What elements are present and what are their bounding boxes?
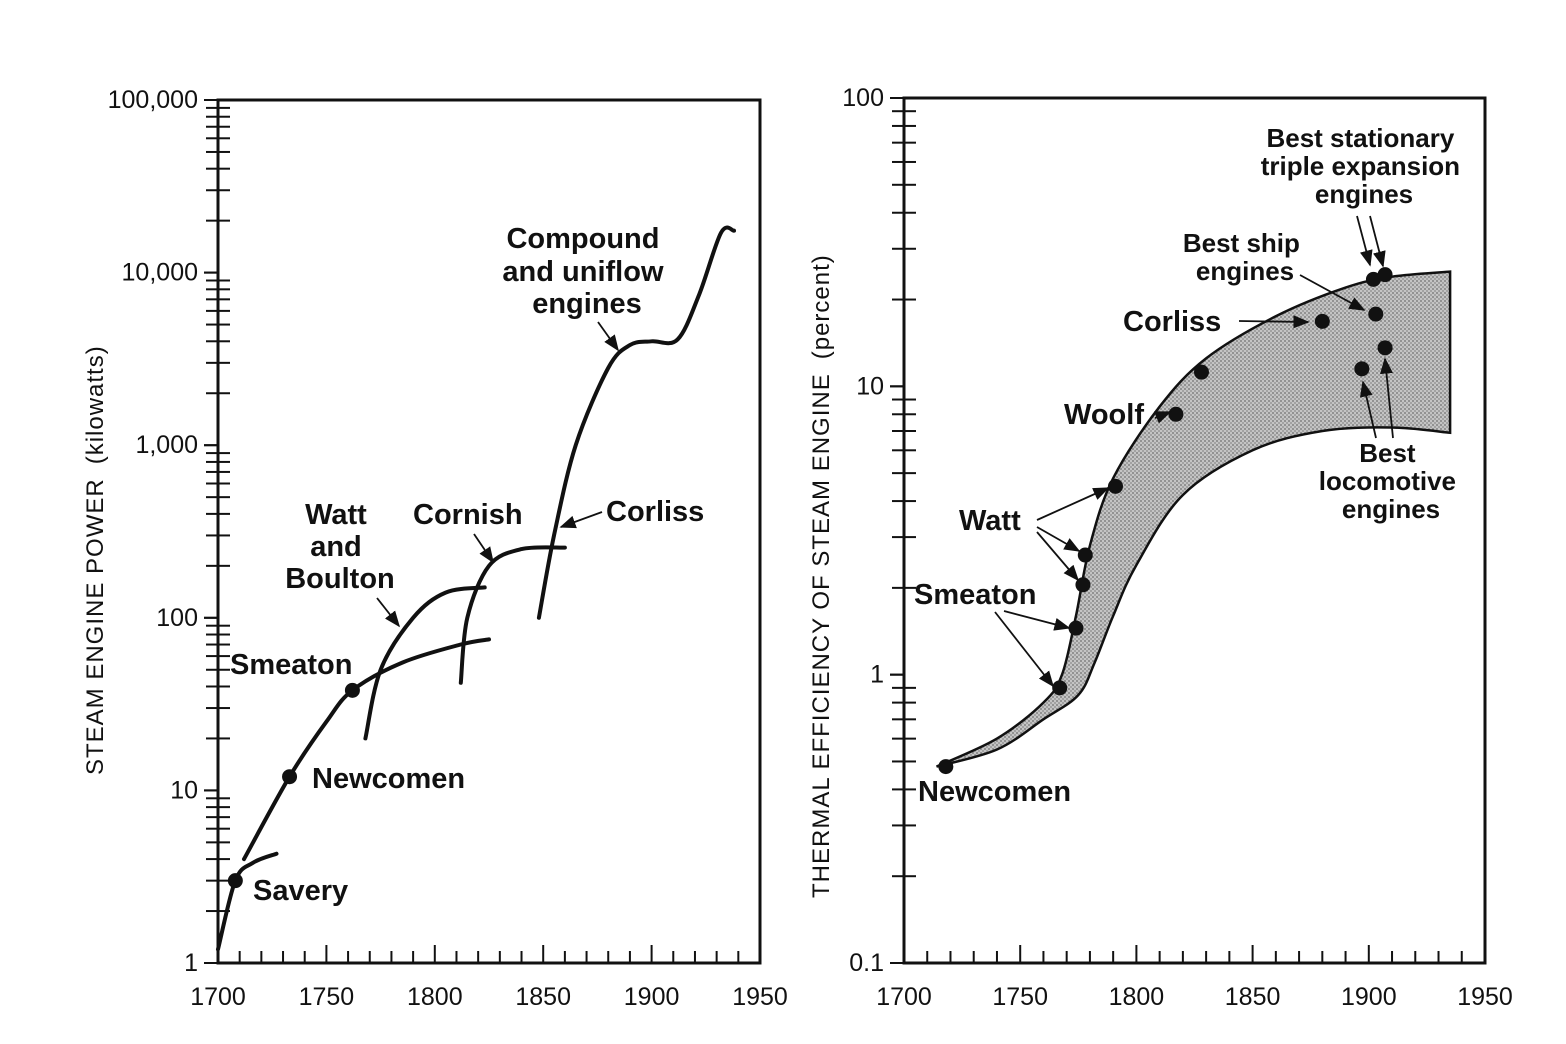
- data-point: [1377, 267, 1393, 283]
- right-plot: 1700 1750 1800 1850 1900 1950 0.1 1 10 100: [842, 84, 1513, 1011]
- right-axis-ticks: 1700 1750 1800 1850 1900 1950 0.1 1 10 100: [842, 84, 1513, 1011]
- data-point: [1377, 340, 1393, 356]
- label-smeaton: Smeaton: [230, 649, 352, 681]
- data-point: [1314, 313, 1330, 329]
- arrow-locomotive-1: [1359, 380, 1377, 439]
- y-tick-label: 10: [856, 372, 884, 400]
- label-best-stationary: Best stationary triple expansion engines: [1261, 123, 1468, 209]
- data-point: [282, 769, 298, 785]
- label-corliss: Corliss: [606, 496, 704, 528]
- arrow-watt-2: [1036, 526, 1081, 552]
- arrow-stationary-1: [1356, 215, 1373, 267]
- x-tick-label: 1800: [1109, 983, 1165, 1011]
- data-point: [1354, 361, 1370, 377]
- x-tick-label: 1700: [876, 983, 932, 1011]
- left-axis-ticks: 1700 1750 1800 1850 1900 1950 1 10 100 1,000 10,00…: [108, 86, 788, 1011]
- arrow-stationary-2: [1369, 215, 1386, 268]
- y-tick-label: 0.1: [849, 949, 884, 977]
- data-point: [1107, 478, 1123, 494]
- left-y-axis-label: STEAM ENGINE POWER(kilowatts): [82, 345, 109, 775]
- right-plot-frame: [902, 96, 1487, 965]
- y-tick-label: 100: [156, 604, 198, 632]
- series-line: [216, 851, 279, 952]
- arrow-locomotive-2: [1380, 357, 1394, 439]
- right-annotations: Newcomen Smeaton Watt Woolf Corliss Best…: [914, 123, 1468, 808]
- x-tick-label: 1750: [992, 983, 1048, 1011]
- data-point: [1068, 620, 1084, 636]
- left-plot: 1700 1750 1800 1850 1900 1950 1 10 100 1,000 10,00…: [108, 86, 788, 1011]
- label-cornish: Cornish: [413, 499, 523, 531]
- x-tick-label: 1800: [407, 983, 463, 1011]
- label-newcomen-right: Newcomen: [918, 776, 1071, 808]
- label-compound: Compound and uniflow engines: [502, 223, 671, 320]
- label-corliss-right: Corliss: [1123, 306, 1221, 338]
- y-tick-label: 10: [170, 776, 198, 804]
- data-point: [344, 682, 360, 698]
- y-tick-label: 10,000: [122, 259, 198, 287]
- left-plot-frame: [216, 98, 762, 965]
- arrow-woolf: [1154, 411, 1172, 424]
- data-point: [938, 759, 954, 775]
- series-line: [458, 545, 567, 685]
- label-watt-boulton: Watt and Boulton: [285, 499, 395, 595]
- arrow-smeaton-2: [1003, 610, 1071, 631]
- right-points: [938, 267, 1393, 775]
- label-best-locomotive: Best locomotive engines: [1319, 438, 1463, 524]
- arrow-watt-1: [1036, 487, 1110, 521]
- arrow-watt-boulton: [376, 597, 401, 628]
- arrow-watt-3: [1036, 531, 1080, 582]
- y-tick-label: 1: [184, 949, 198, 977]
- x-tick-label: 1900: [1341, 983, 1397, 1011]
- data-point: [1368, 306, 1384, 322]
- data-point: [227, 873, 243, 889]
- x-tick-label: 1950: [1457, 983, 1513, 1011]
- data-point: [1168, 406, 1184, 422]
- x-tick-label: 1950: [732, 983, 788, 1011]
- x-tick-label: 1700: [190, 983, 246, 1011]
- label-newcomen: Newcomen: [312, 763, 465, 795]
- arrow-cornish: [473, 533, 494, 564]
- y-tick-label: 100,000: [108, 86, 198, 114]
- x-tick-label: 1900: [624, 983, 680, 1011]
- data-point: [1077, 547, 1093, 563]
- data-point: [1365, 271, 1381, 287]
- label-woolf: Woolf: [1064, 399, 1144, 431]
- data-point: [1075, 577, 1091, 593]
- x-tick-label: 1850: [515, 983, 571, 1011]
- label-best-ship: Best ship engines: [1183, 228, 1307, 286]
- efficiency-band: [935, 270, 1452, 768]
- data-point: [1052, 680, 1068, 696]
- left-points: [227, 682, 360, 889]
- arrow-best-ship: [1299, 274, 1366, 311]
- x-tick-label: 1750: [299, 983, 355, 1011]
- series-line: [536, 225, 736, 620]
- x-tick-label: 1850: [1225, 983, 1281, 1011]
- y-tick-label: 100: [842, 84, 884, 112]
- label-savery: Savery: [253, 875, 348, 907]
- y-tick-label: 1,000: [135, 431, 198, 459]
- left-annotations: Savery Newcomen Smeaton Watt and Boulton…: [230, 223, 704, 907]
- arrow-smeaton-1: [994, 611, 1054, 688]
- label-watt-right: Watt: [959, 505, 1021, 537]
- arrow-compound: [597, 321, 619, 352]
- data-point: [1193, 364, 1209, 380]
- y-tick-label: 1: [870, 661, 884, 689]
- label-smeaton-right: Smeaton: [914, 579, 1036, 611]
- arrow-corliss: [559, 511, 603, 529]
- arrow-corliss-right: [1238, 315, 1310, 329]
- right-y-axis-label: THERMAL EFFICIENCY OF STEAM ENGINE(perce…: [808, 254, 835, 898]
- series-line: [363, 585, 487, 741]
